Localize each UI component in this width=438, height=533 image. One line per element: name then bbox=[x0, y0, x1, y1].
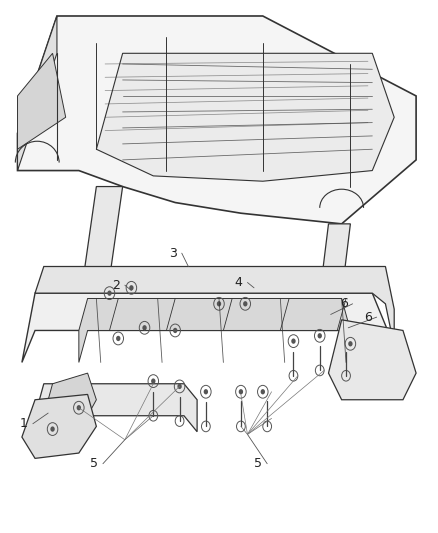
Circle shape bbox=[204, 389, 208, 394]
Polygon shape bbox=[18, 16, 57, 171]
Polygon shape bbox=[315, 224, 350, 330]
Circle shape bbox=[151, 378, 155, 384]
Text: 3: 3 bbox=[169, 247, 177, 260]
Circle shape bbox=[318, 333, 322, 338]
Circle shape bbox=[217, 301, 221, 306]
Polygon shape bbox=[79, 187, 123, 309]
Circle shape bbox=[77, 405, 81, 410]
Polygon shape bbox=[96, 53, 394, 181]
Polygon shape bbox=[35, 384, 197, 432]
Circle shape bbox=[177, 384, 182, 389]
Text: 6: 6 bbox=[340, 297, 348, 310]
Polygon shape bbox=[35, 266, 394, 346]
Circle shape bbox=[129, 285, 134, 290]
Circle shape bbox=[239, 389, 243, 394]
Text: 5: 5 bbox=[254, 457, 262, 470]
Circle shape bbox=[348, 341, 353, 346]
Text: 2: 2 bbox=[112, 279, 120, 292]
Circle shape bbox=[116, 336, 120, 341]
Text: 4: 4 bbox=[235, 276, 243, 289]
Circle shape bbox=[261, 389, 265, 394]
Circle shape bbox=[142, 325, 147, 330]
Polygon shape bbox=[44, 373, 96, 416]
Polygon shape bbox=[22, 394, 96, 458]
Circle shape bbox=[173, 328, 177, 333]
Circle shape bbox=[50, 426, 55, 432]
Text: 1: 1 bbox=[20, 417, 28, 430]
Text: 6: 6 bbox=[364, 311, 372, 324]
Text: 5: 5 bbox=[90, 457, 98, 470]
Polygon shape bbox=[18, 16, 416, 224]
Polygon shape bbox=[328, 320, 416, 400]
Circle shape bbox=[291, 338, 296, 344]
Polygon shape bbox=[79, 298, 350, 362]
Circle shape bbox=[107, 290, 112, 296]
Polygon shape bbox=[18, 53, 66, 149]
Circle shape bbox=[243, 301, 247, 306]
Polygon shape bbox=[22, 293, 394, 384]
